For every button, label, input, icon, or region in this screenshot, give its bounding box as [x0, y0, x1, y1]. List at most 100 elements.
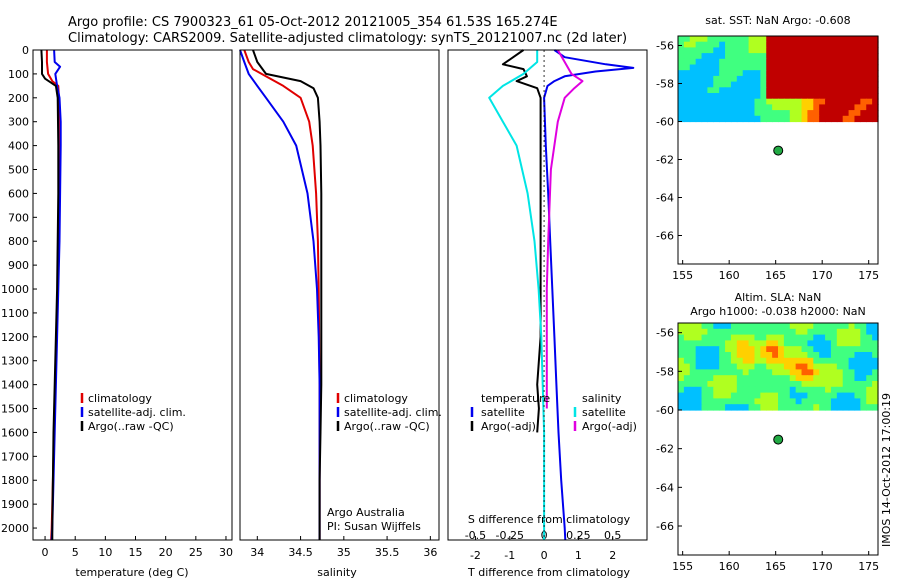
salinity-axes-frame — [239, 49, 440, 541]
sst-map-cell — [683, 81, 691, 88]
sla-map-cell — [778, 404, 785, 411]
salinity-legend-label-satellite: satellite-adj. clim. — [344, 406, 442, 419]
sst-map-cell — [701, 70, 709, 77]
sla-map-cell — [830, 398, 838, 405]
sst-map-cell — [789, 53, 797, 60]
sst-map-cell — [748, 75, 756, 83]
sst-map-cell — [730, 110, 738, 117]
sst-map-cell — [719, 58, 726, 66]
sla-map-cell — [836, 381, 844, 388]
depth-tick-label: 1700 — [1, 450, 29, 463]
sla-map-cell — [772, 404, 779, 411]
sla-map-cell — [748, 386, 756, 394]
sst-map-cell — [683, 58, 691, 66]
x-tick-label: 34 — [250, 546, 264, 559]
sst-map-cell — [730, 41, 738, 48]
sla-map-cell — [807, 392, 814, 399]
sst-map-cell — [801, 53, 809, 60]
sst-map-cell — [813, 104, 820, 111]
sla-map-cell — [842, 357, 850, 365]
sla-map-cell — [830, 340, 838, 347]
sla-map-cell — [813, 340, 820, 347]
sla-map-cell — [713, 334, 720, 341]
salinity-legend: climatology satellite-adj. clim. Argo(..… — [336, 392, 442, 433]
map-y-tick-label: -66 — [656, 230, 674, 243]
sst-map-cell — [689, 110, 697, 117]
sla-map-cell — [819, 346, 826, 353]
sst-map-cell — [801, 75, 809, 83]
sst-map-cell — [848, 98, 856, 105]
sst-map-cell — [842, 87, 850, 94]
difference-legend-salinity: salinity satellite Argo(-adj) — [573, 392, 637, 433]
sst-map-cell — [742, 58, 750, 66]
sst-map-cell — [801, 36, 809, 43]
sst-map-cell — [801, 110, 809, 117]
sla-map-cell — [760, 375, 767, 382]
sla-map-cell — [730, 381, 738, 388]
sst-map-cell — [748, 64, 756, 71]
sla-map-cell — [707, 404, 714, 411]
salinity-line-argo-raw-qc — [252, 49, 323, 540]
sst-map-cell — [825, 58, 832, 66]
sla-map-cell — [730, 386, 738, 394]
sla-map-cell — [689, 340, 697, 347]
sla-map-cell — [707, 352, 714, 359]
sla-map-cell — [872, 340, 879, 347]
sst-map-cell — [678, 75, 685, 83]
sla-map-cell — [754, 357, 761, 365]
sst-map-cell — [760, 93, 767, 100]
sst-map-cell — [689, 47, 697, 54]
sla-map-cell — [748, 392, 756, 399]
sla-map-cell — [795, 398, 803, 405]
sst-map-cell — [748, 41, 756, 48]
sla-map-cell — [742, 369, 750, 376]
sla-map-cell — [854, 352, 861, 359]
sst-map-cell — [742, 87, 750, 94]
sla-map-cell — [683, 334, 691, 341]
sst-map-cell — [713, 36, 720, 43]
sla-map-cell — [866, 386, 873, 394]
sst-map-cell — [766, 75, 773, 83]
sla-map-cell — [689, 352, 697, 359]
sst-map-cell — [772, 93, 779, 100]
sla-map-cell — [848, 392, 856, 399]
sst-map-cell — [866, 75, 873, 83]
sla-map-cell — [713, 357, 720, 365]
sst-map-cell — [713, 93, 720, 100]
sla-map-cell — [725, 398, 732, 405]
sst-map-cell — [707, 53, 714, 60]
sla-map-cell — [801, 323, 809, 330]
sla-map-cell — [866, 369, 873, 376]
sst-map-cell — [742, 115, 750, 123]
sst-map-cell — [754, 70, 761, 77]
sst-map-cell — [819, 64, 826, 71]
sst-map-cell — [778, 110, 785, 117]
sla-map-cell — [678, 340, 685, 347]
sla-map-cell — [789, 363, 797, 370]
sla-map-cell — [683, 323, 691, 330]
temperature-legend: climatology satellite-adj. clim. Argo(..… — [80, 392, 186, 433]
sst-map-cell — [707, 36, 714, 43]
sla-map-cell — [789, 334, 797, 341]
sst-map-cell — [848, 81, 856, 88]
sst-map-cell — [760, 98, 767, 105]
sla-map-cell — [825, 392, 832, 399]
sla-map-cell — [725, 375, 732, 382]
sst-map-cell — [766, 47, 773, 54]
sla-map-cell — [678, 404, 685, 411]
sst-map-cell — [701, 64, 709, 71]
depth-tick-label: 0 — [22, 44, 29, 57]
sla-map-cell — [772, 375, 779, 382]
sla-map-cell — [830, 375, 838, 382]
sla-map-cell — [778, 398, 785, 405]
sst-map-cell — [860, 70, 867, 77]
sla-map-cell — [830, 334, 838, 341]
sst-map-cell — [819, 115, 826, 123]
sst-map-cell — [825, 64, 832, 71]
sst-map-cell — [807, 115, 814, 123]
sst-map-cell — [783, 70, 791, 77]
sla-map-cell — [789, 381, 797, 388]
sst-map-cell — [830, 41, 838, 48]
sla-map-cell — [848, 328, 856, 336]
sst-map-cell — [683, 115, 691, 123]
